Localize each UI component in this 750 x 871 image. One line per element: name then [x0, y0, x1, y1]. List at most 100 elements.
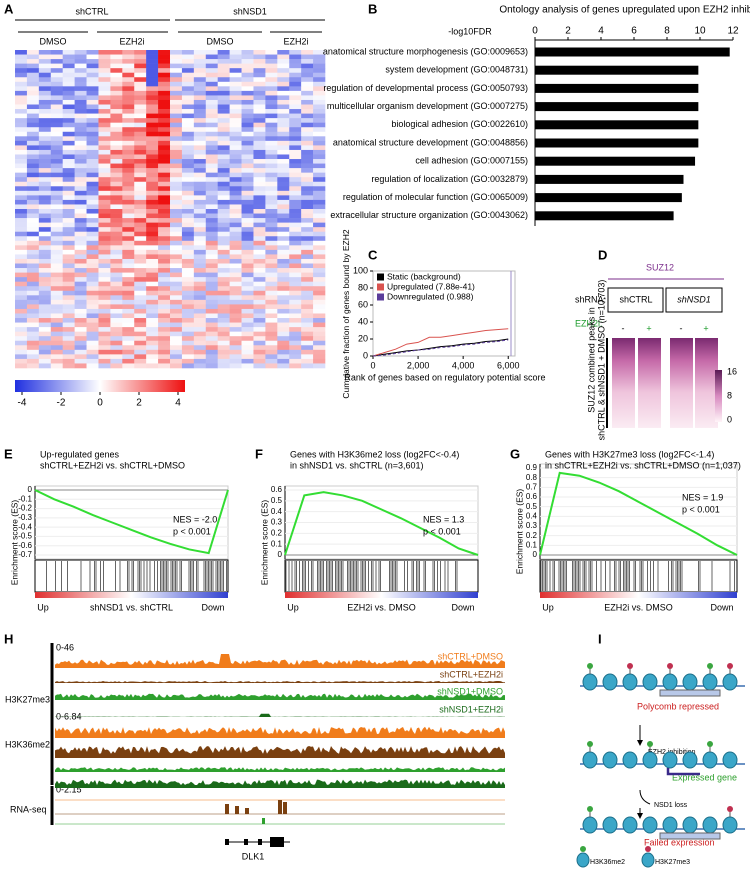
heatmap-cell	[98, 263, 111, 269]
heatmap-cell	[313, 81, 326, 87]
heatmap-cell	[98, 213, 111, 219]
heatmap-cell	[265, 154, 278, 160]
heatmap-cell	[98, 236, 111, 242]
heatmap-cell	[86, 336, 99, 342]
heatmap-cell	[229, 63, 242, 69]
heatmap-cell	[193, 231, 207, 237]
arrow	[639, 789, 651, 805]
heatmap-cell	[122, 199, 135, 205]
heatmap-cell	[110, 118, 123, 123]
heatmap-cell	[38, 127, 52, 133]
heatmap-cell	[313, 345, 326, 351]
heatmap-cell	[193, 99, 207, 105]
heatmap-cell	[277, 181, 290, 187]
heatmap-cell	[277, 136, 290, 142]
heatmap-cell	[193, 145, 207, 151]
heatmap-cell	[158, 104, 171, 110]
heatmap-cell	[241, 222, 254, 228]
heatmap-cell	[301, 331, 314, 337]
heatmap-cell	[193, 86, 207, 92]
heatmap-cell	[62, 286, 75, 292]
heatmap-cell	[122, 149, 135, 155]
heatmap-cell	[313, 254, 326, 260]
heatmap-cell	[38, 231, 52, 237]
heatmap-cell	[50, 63, 63, 69]
heatmap-cell	[193, 358, 207, 364]
heatmap-cell	[253, 349, 266, 355]
heatmap-cell	[98, 122, 111, 128]
exon	[258, 839, 262, 845]
heatmap-cell	[50, 163, 63, 169]
heatmap-cell	[277, 299, 290, 305]
heatmap-cell	[38, 268, 52, 273]
heatmap-cell	[205, 77, 218, 83]
y-tick-label: 0.3	[526, 521, 538, 530]
heatmap-cell	[277, 159, 290, 164]
heatmap-cell	[265, 181, 278, 187]
heatmap-cell	[241, 104, 254, 110]
heatmap-cell	[265, 254, 278, 260]
heatmap-cell	[98, 331, 111, 337]
heatmap-cell	[241, 190, 254, 196]
heatmap-cell	[134, 204, 147, 210]
heatmap-cell	[253, 204, 266, 210]
heatmap-cell	[193, 277, 207, 282]
sign: -	[622, 323, 625, 333]
es-curve	[284, 491, 479, 556]
heatmap-cell	[229, 81, 242, 87]
heatmap-cell	[50, 209, 63, 214]
heatmap-cell	[229, 299, 242, 305]
heatmap-cell	[313, 154, 326, 160]
heatmap-cell	[74, 281, 87, 287]
heatmap-cell	[229, 349, 242, 355]
heatmap-cell	[217, 136, 230, 142]
legend-swatch	[377, 273, 384, 281]
heatmap-cell	[15, 277, 28, 282]
heatmap-cell	[122, 218, 135, 223]
heatmap-cell	[241, 218, 254, 223]
panel-label: I	[598, 631, 602, 646]
heatmap-cell	[265, 263, 278, 269]
heatmap-cell	[277, 222, 290, 228]
heatmap-cell	[253, 313, 266, 319]
heatmap-cell	[265, 109, 278, 114]
heatmap-cell	[26, 145, 40, 151]
legend-label: Static (background)	[387, 271, 461, 281]
heatmap-cell	[15, 245, 28, 251]
heatmap-cell	[193, 118, 207, 123]
heatmap-cell	[158, 340, 171, 346]
heatmap-cell	[26, 104, 40, 110]
heatmap-cell	[122, 222, 135, 228]
heatmap-cell	[122, 204, 135, 210]
heatmap-cell	[122, 304, 135, 310]
heatmap-cell	[170, 358, 183, 364]
heatmap-cell	[38, 240, 52, 246]
heatmap-cell	[170, 240, 183, 246]
heatmap-cell	[313, 204, 326, 210]
nucleosome	[582, 751, 598, 769]
heatmap-cell	[146, 159, 159, 164]
heatmap-cell	[265, 245, 278, 251]
heatmap-cell	[289, 50, 302, 55]
heatmap-cell	[15, 104, 28, 110]
heatmap-cell	[62, 190, 75, 196]
heatmap-cell	[253, 95, 266, 101]
heatmap-cell	[26, 68, 40, 74]
heatmap-cell	[62, 145, 75, 151]
heatmap-cell	[86, 195, 99, 201]
heatmap-cell	[170, 363, 183, 369]
heatmap-cell	[62, 258, 75, 264]
heatmap-cell	[110, 258, 123, 264]
heatmap-cell	[313, 159, 326, 164]
heatmap-cell	[217, 127, 230, 133]
heatmap-cell	[134, 218, 147, 223]
heatmap-cell	[205, 295, 218, 301]
heatmap-cell	[110, 63, 123, 69]
heatmap-cell	[134, 77, 147, 83]
heatmap-cell	[181, 86, 195, 92]
heatmap-cell	[74, 127, 87, 133]
heatmap-cell	[158, 336, 171, 342]
heatmap-cell	[62, 168, 75, 173]
heatmap-cell	[277, 336, 290, 342]
heatmap-cell	[62, 222, 75, 228]
